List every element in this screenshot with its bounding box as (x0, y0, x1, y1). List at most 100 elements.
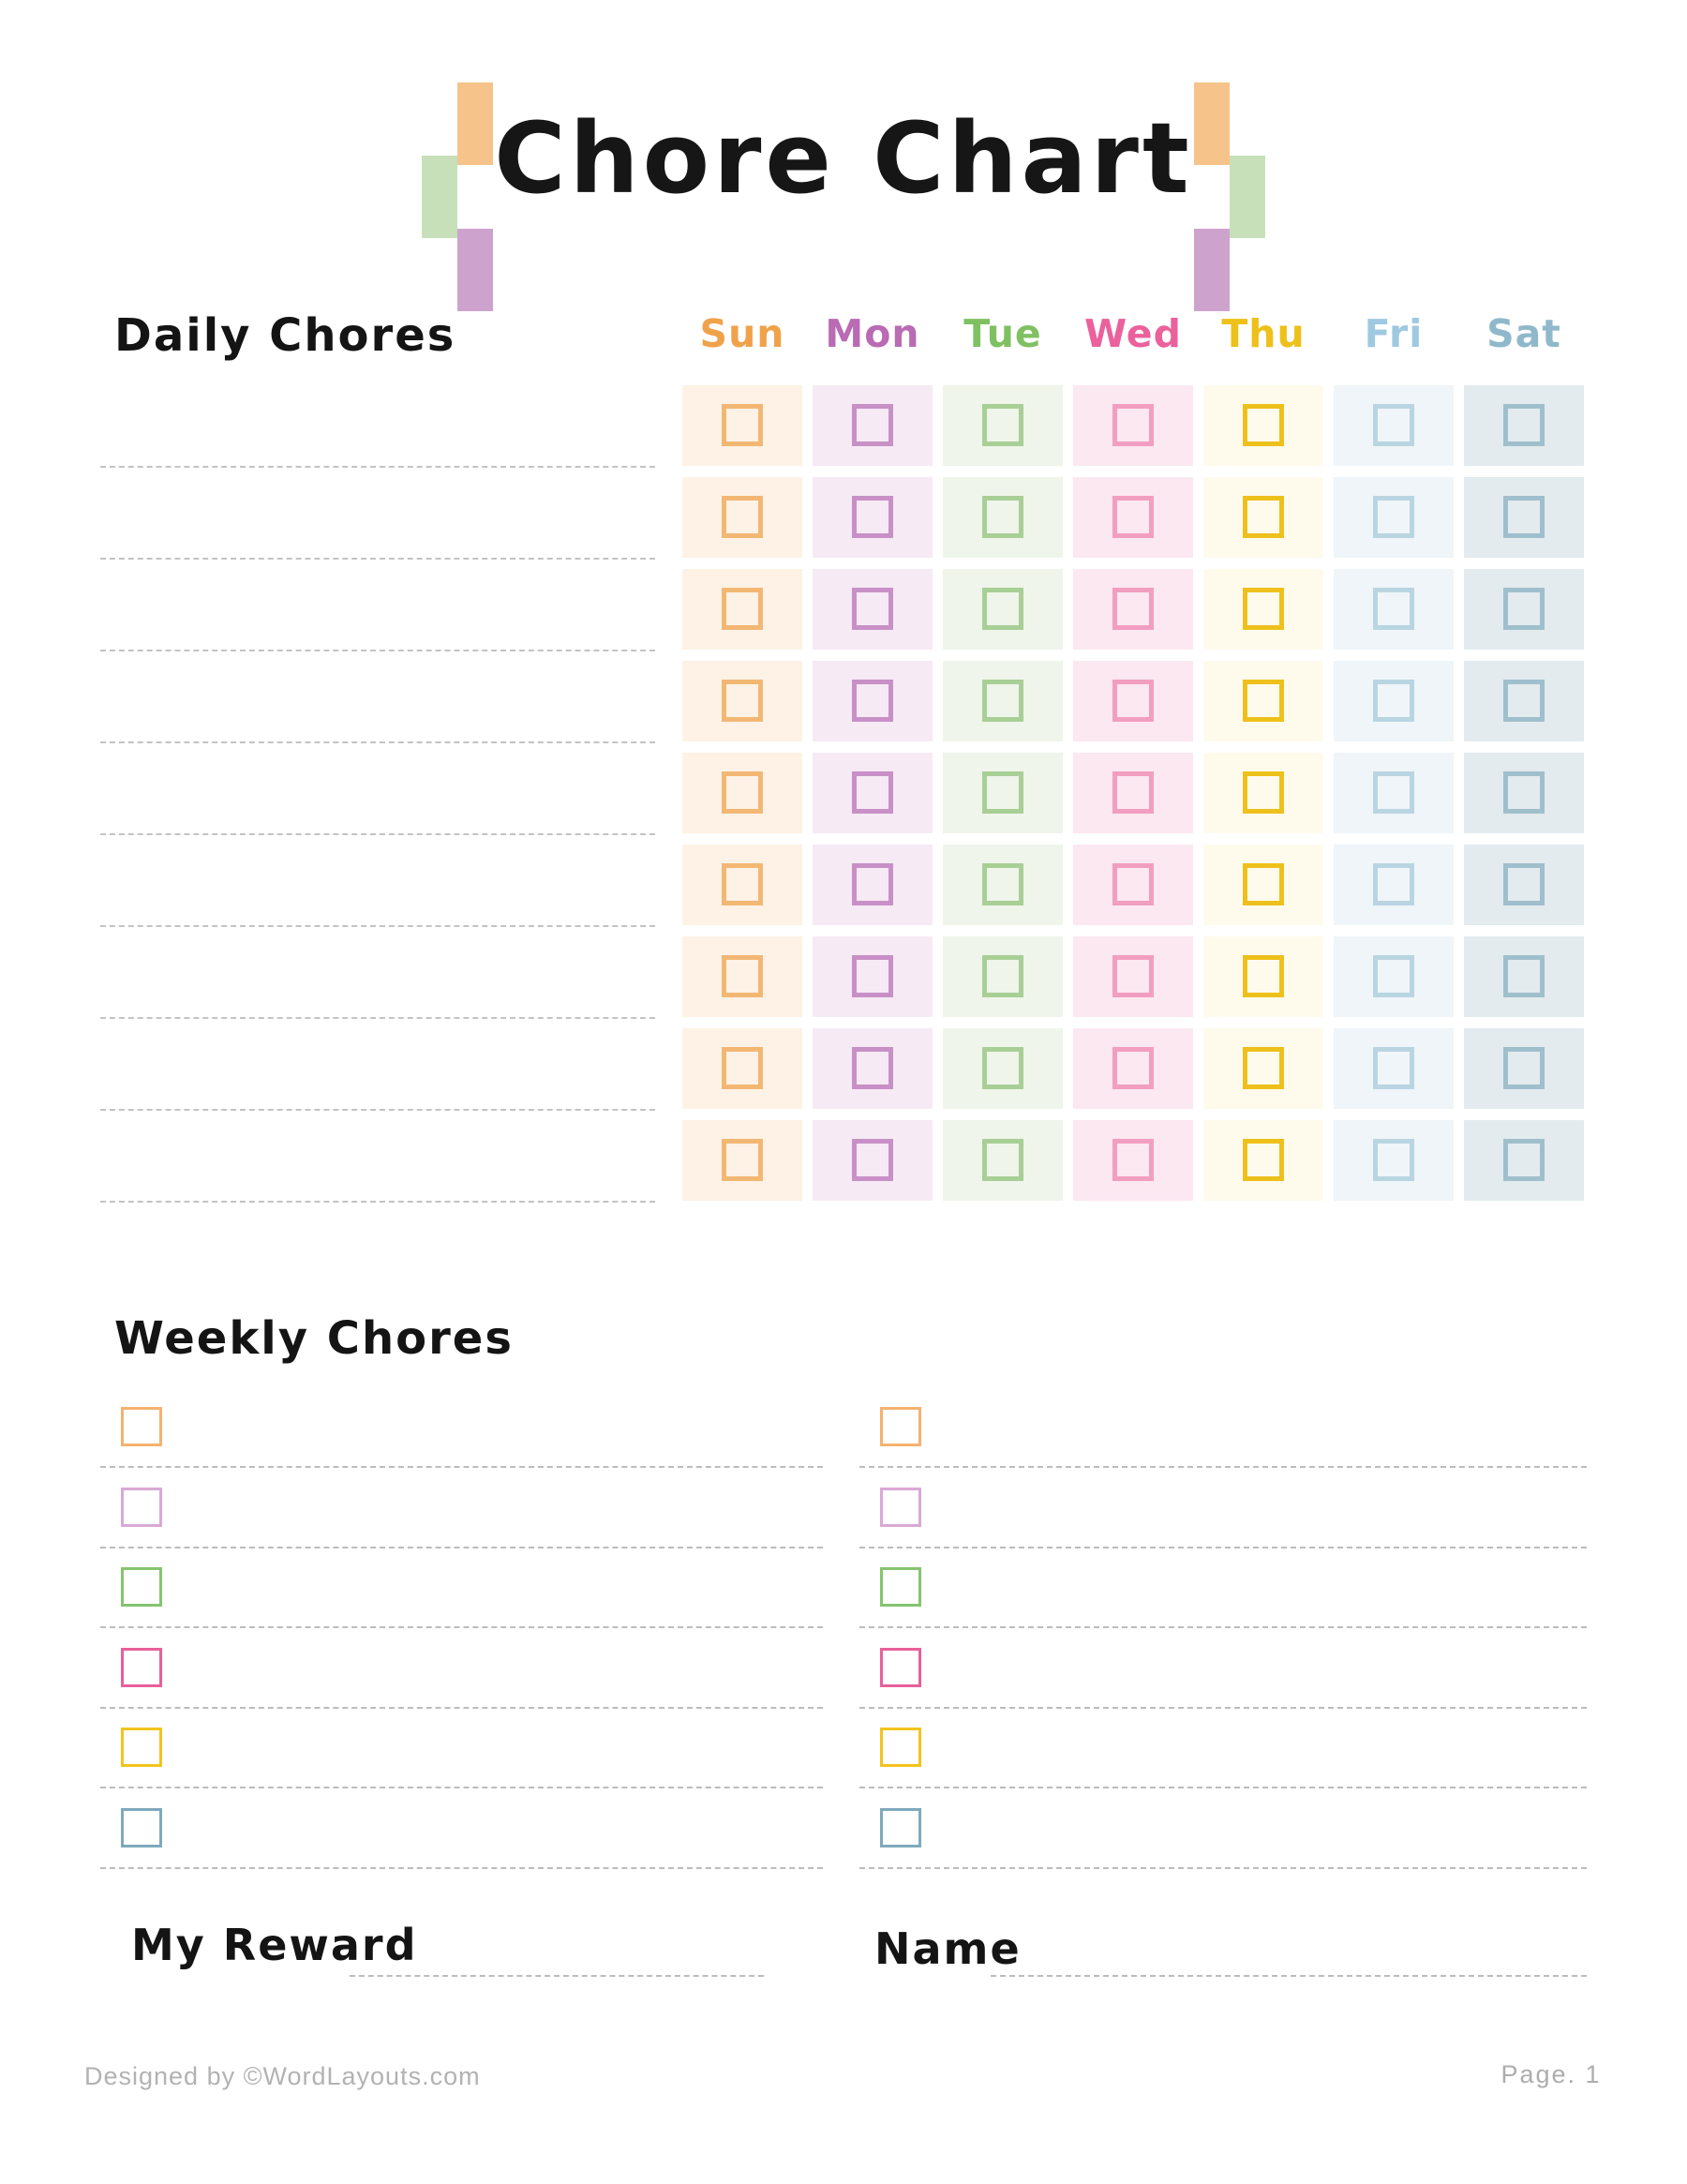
daily-checkbox[interactable] (982, 404, 1023, 446)
daily-checkbox[interactable] (1503, 1139, 1545, 1181)
daily-chore-write-line[interactable] (100, 1201, 655, 1203)
daily-checkbox[interactable] (1373, 588, 1414, 630)
daily-checkbox[interactable] (1243, 588, 1284, 630)
daily-chore-write-line[interactable] (100, 1109, 655, 1111)
daily-chore-write-line[interactable] (100, 650, 655, 651)
daily-checkbox[interactable] (1373, 404, 1414, 446)
daily-checkbox[interactable] (722, 588, 763, 630)
daily-checkbox[interactable] (852, 588, 893, 630)
daily-checkbox[interactable] (852, 404, 893, 446)
weekly-checkbox[interactable] (880, 1488, 921, 1527)
daily-checkbox[interactable] (982, 496, 1023, 538)
daily-checkbox[interactable] (852, 771, 893, 814)
daily-checkbox[interactable] (722, 1139, 763, 1181)
daily-checkbox[interactable] (722, 771, 763, 814)
my-reward-write-line[interactable] (350, 1975, 764, 1977)
daily-checkbox[interactable] (1503, 863, 1545, 905)
weekly-chore-write-line[interactable] (859, 1707, 1587, 1709)
daily-checkbox[interactable] (1112, 771, 1154, 814)
daily-checkbox[interactable] (1503, 404, 1545, 446)
daily-checkbox[interactable] (1112, 680, 1154, 722)
daily-checkbox[interactable] (982, 771, 1023, 814)
daily-checkbox[interactable] (1503, 588, 1545, 630)
daily-chore-write-line[interactable] (100, 833, 655, 835)
daily-checkbox[interactable] (1503, 496, 1545, 538)
daily-checkbox[interactable] (1243, 404, 1284, 446)
daily-checkbox[interactable] (982, 955, 1023, 997)
daily-checkbox[interactable] (722, 955, 763, 997)
daily-checkbox[interactable] (982, 680, 1023, 722)
daily-checkbox[interactable] (1373, 680, 1414, 722)
daily-checkbox[interactable] (1373, 863, 1414, 905)
daily-checkbox[interactable] (1112, 1139, 1154, 1181)
daily-checkbox[interactable] (1503, 771, 1545, 814)
daily-checkbox[interactable] (1112, 496, 1154, 538)
daily-checkbox[interactable] (1373, 771, 1414, 814)
daily-checkbox[interactable] (1503, 1047, 1545, 1089)
daily-checkbox[interactable] (982, 1047, 1023, 1089)
weekly-checkbox[interactable] (880, 1648, 921, 1687)
daily-checkbox[interactable] (1373, 955, 1414, 997)
daily-checkbox[interactable] (1112, 955, 1154, 997)
daily-checkbox[interactable] (722, 496, 763, 538)
daily-checkbox[interactable] (1112, 1047, 1154, 1089)
daily-checkbox[interactable] (852, 496, 893, 538)
daily-chore-write-line[interactable] (100, 925, 655, 927)
daily-checkbox[interactable] (1503, 955, 1545, 997)
daily-checkbox[interactable] (1112, 588, 1154, 630)
weekly-checkbox[interactable] (121, 1488, 162, 1527)
daily-checkbox[interactable] (1243, 680, 1284, 722)
weekly-chore-write-line[interactable] (100, 1787, 823, 1788)
daily-checkbox[interactable] (722, 863, 763, 905)
daily-checkbox[interactable] (1373, 496, 1414, 538)
daily-checkbox[interactable] (1243, 771, 1284, 814)
daily-checkbox[interactable] (722, 404, 763, 446)
weekly-chore-write-line[interactable] (859, 1547, 1587, 1548)
weekly-chore-write-line[interactable] (100, 1867, 823, 1869)
name-write-line[interactable] (991, 1975, 1587, 1977)
weekly-checkbox[interactable] (121, 1648, 162, 1687)
daily-checkbox[interactable] (1243, 496, 1284, 538)
weekly-checkbox[interactable] (880, 1808, 921, 1847)
daily-checkbox[interactable] (852, 955, 893, 997)
weekly-chore-write-line[interactable] (859, 1466, 1587, 1468)
weekly-chore-write-line[interactable] (859, 1626, 1587, 1628)
weekly-checkbox[interactable] (880, 1567, 921, 1607)
daily-checkbox[interactable] (852, 680, 893, 722)
daily-checkbox[interactable] (852, 1139, 893, 1181)
weekly-chore-write-line[interactable] (859, 1787, 1587, 1788)
weekly-checkbox[interactable] (121, 1407, 162, 1446)
daily-checkbox[interactable] (1373, 1047, 1414, 1089)
daily-chore-write-line[interactable] (100, 558, 655, 560)
daily-checkbox[interactable] (852, 1047, 893, 1089)
daily-checkbox[interactable] (1112, 863, 1154, 905)
daily-checkbox[interactable] (1243, 863, 1284, 905)
weekly-chore-write-line[interactable] (100, 1626, 823, 1628)
daily-chore-write-line[interactable] (100, 1017, 655, 1019)
weekly-checkbox[interactable] (880, 1728, 921, 1767)
daily-checkbox[interactable] (1112, 404, 1154, 446)
daily-checkbox[interactable] (1243, 955, 1284, 997)
daily-checkbox[interactable] (1243, 1047, 1284, 1089)
weekly-chore-write-line[interactable] (859, 1867, 1587, 1869)
weekly-chore-write-line[interactable] (100, 1707, 823, 1709)
weekly-checkbox[interactable] (121, 1567, 162, 1607)
daily-checkbox[interactable] (852, 863, 893, 905)
weekly-checkbox[interactable] (121, 1808, 162, 1847)
daily-cell (1073, 845, 1193, 925)
daily-checkbox[interactable] (1373, 1139, 1414, 1181)
daily-checkbox[interactable] (722, 680, 763, 722)
daily-checkbox[interactable] (722, 1047, 763, 1089)
daily-checkbox[interactable] (1503, 680, 1545, 722)
daily-chore-write-line[interactable] (100, 741, 655, 743)
weekly-chore-write-line[interactable] (100, 1466, 823, 1468)
daily-checkbox[interactable] (982, 863, 1023, 905)
daily-checkbox[interactable] (982, 1139, 1023, 1181)
daily-checkbox[interactable] (1243, 1139, 1284, 1181)
weekly-checkbox[interactable] (880, 1407, 921, 1446)
weekly-checkbox[interactable] (121, 1728, 162, 1767)
daily-chore-write-line[interactable] (100, 466, 655, 468)
weekly-chore-write-line[interactable] (100, 1547, 823, 1548)
daily-cell (1464, 845, 1584, 925)
daily-checkbox[interactable] (982, 588, 1023, 630)
